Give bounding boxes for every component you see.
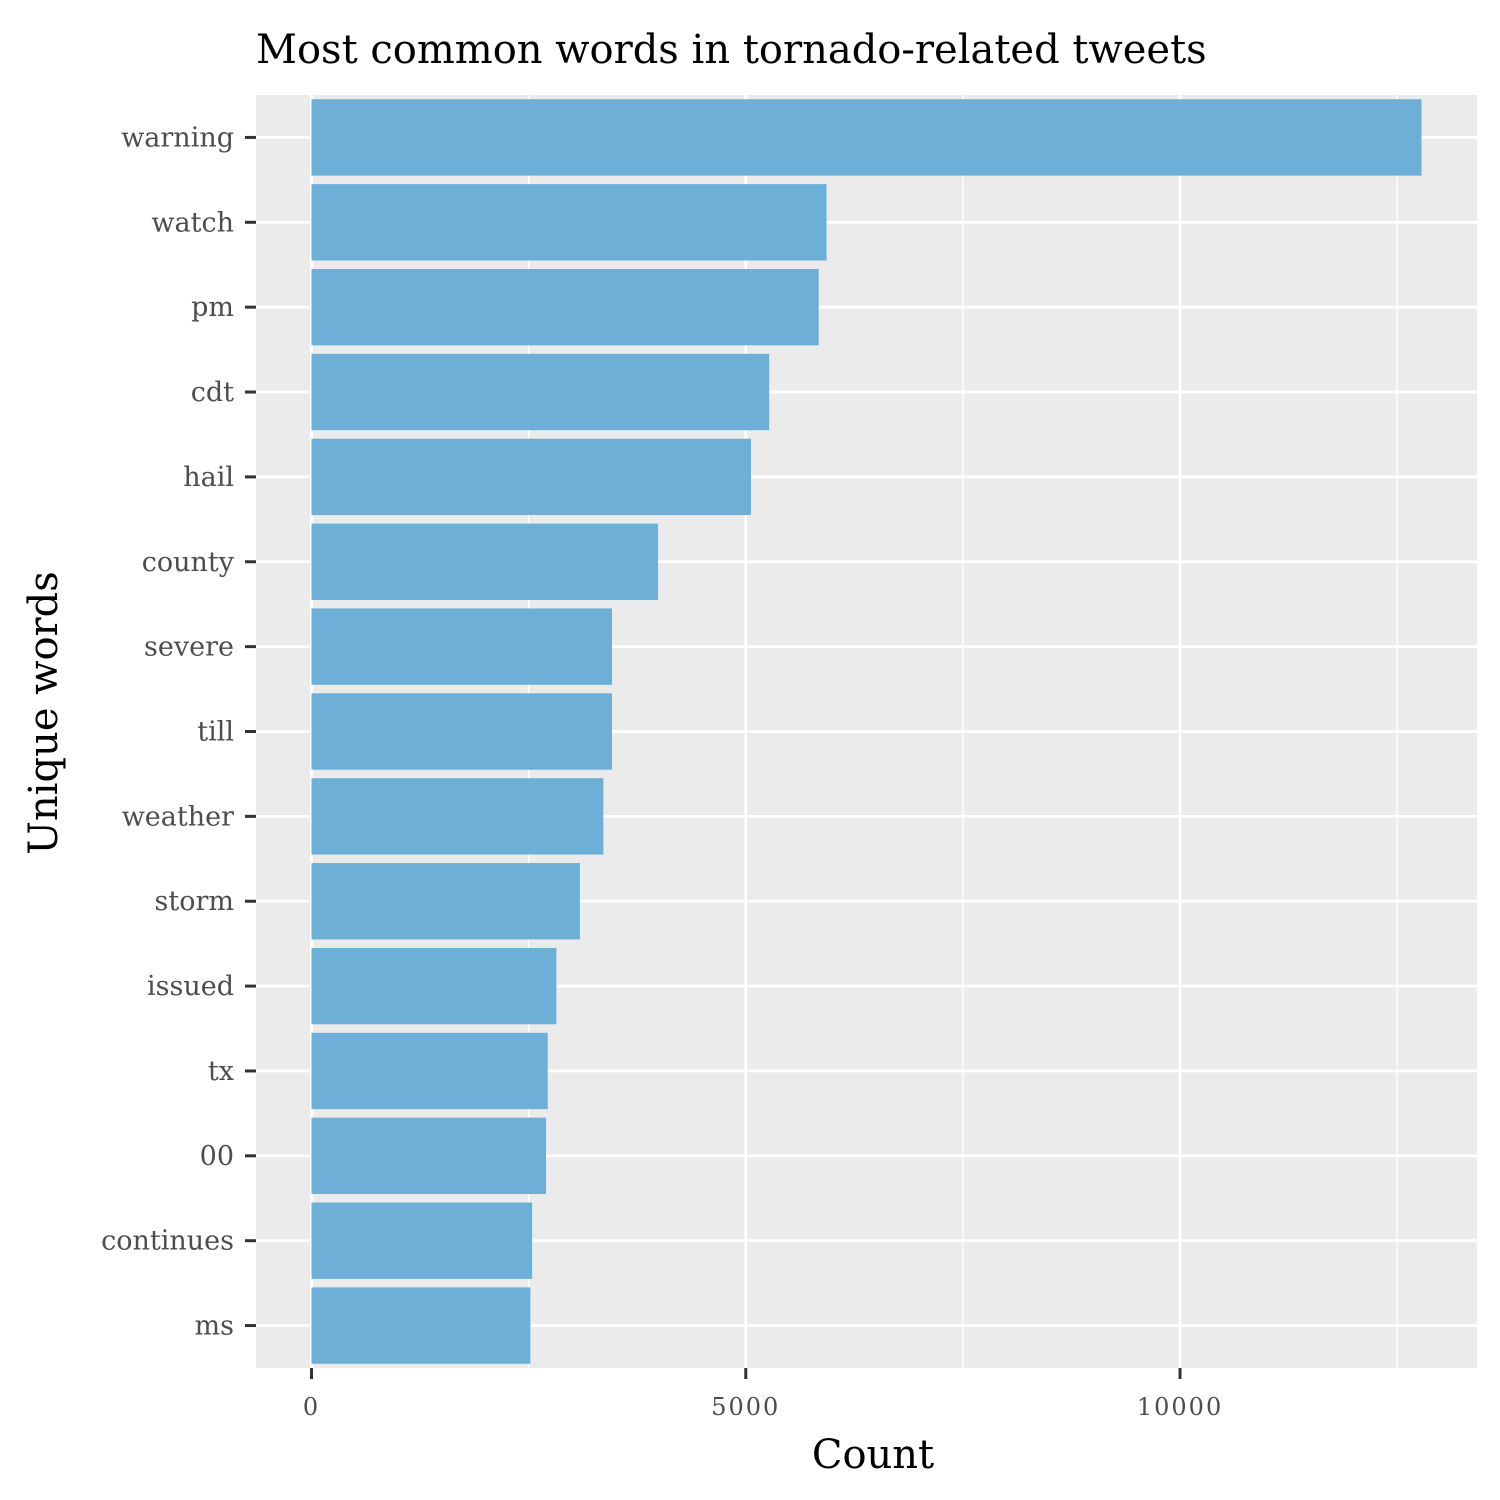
bar-ms <box>311 1287 531 1364</box>
bar-storm <box>311 863 580 940</box>
y-tick-label: tx <box>208 1056 234 1087</box>
bar-watch <box>311 184 827 261</box>
x-axis-title: Count <box>812 1432 934 1478</box>
x-tick-label: 10000 <box>1137 1393 1223 1421</box>
bar-hail <box>311 438 751 516</box>
y-tick-label: weather <box>122 801 234 832</box>
bar-severe <box>311 608 613 685</box>
y-tick-label: continues <box>101 1226 234 1257</box>
chart-title: Most common words in tornado-related twe… <box>256 27 1207 73</box>
y-tick-label: county <box>142 547 235 578</box>
bar-cdt <box>311 353 770 431</box>
bar-weather <box>311 778 604 855</box>
y-tick-label: cdt <box>191 377 234 408</box>
bar-issued <box>311 947 557 1025</box>
y-tick-label: watch <box>151 207 234 238</box>
bar-warning <box>311 99 1422 176</box>
bar-pm <box>311 268 819 346</box>
bar-00 <box>311 1117 547 1195</box>
y-tick-label: till <box>197 717 234 748</box>
y-tick-label: 00 <box>200 1141 234 1172</box>
y-tick-label: hail <box>183 462 234 493</box>
y-tick-label: ms <box>195 1311 234 1342</box>
y-tick-label: severe <box>144 632 234 663</box>
y-axis-title: Unique words <box>21 571 67 855</box>
bar-till <box>311 693 613 770</box>
y-tick-label: storm <box>155 886 234 917</box>
bar-county <box>311 523 659 600</box>
bar-continues <box>311 1202 533 1279</box>
y-tick-label: issued <box>147 971 234 1002</box>
x-tick-label: 0 <box>303 1393 320 1421</box>
y-tick-label: pm <box>191 292 234 323</box>
y-tick-label: warning <box>121 122 234 153</box>
x-tick-label: 5000 <box>711 1393 780 1421</box>
bar-tx <box>311 1032 548 1110</box>
